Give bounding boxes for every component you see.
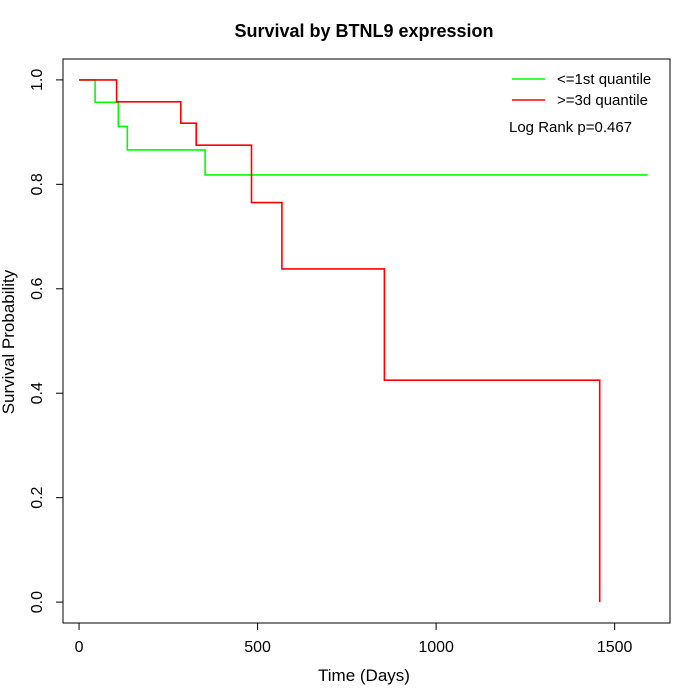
plot-frame: [62, 58, 671, 624]
x-tick-label: 1000: [418, 639, 454, 656]
y-axis: 0.0 0.2 0.4 0.6 0.8 1.0: [29, 69, 64, 613]
survival-curve-high: [79, 79, 601, 603]
x-tick-label: 500: [244, 639, 271, 656]
x-axis-label: Time (Days): [318, 666, 410, 685]
legend-label-high: >=3d quantile: [557, 92, 648, 109]
legend-label-low: <=1st quantile: [557, 71, 651, 88]
y-tick-label: 0.4: [29, 382, 46, 404]
y-tick-label: 0.6: [29, 278, 46, 300]
y-tick-label: 1.0: [29, 69, 46, 91]
chart-title: Survival by BTNL9 expression: [234, 21, 493, 41]
series-layer: [79, 79, 648, 603]
y-tick-label: 0.0: [29, 591, 46, 613]
survival-curve-low: [79, 79, 648, 176]
log-rank-annotation: Log Rank p=0.467: [509, 119, 632, 136]
x-tick-label: 0: [75, 639, 84, 656]
legend: <=1st quantile >=3d quantile: [512, 71, 651, 109]
y-axis-label: Survival Probability: [0, 269, 18, 414]
y-tick-label: 0.2: [29, 486, 46, 508]
x-axis: 0 500 1000 1500: [75, 622, 633, 656]
x-tick-label: 1500: [597, 639, 633, 656]
y-tick-label: 0.8: [29, 173, 46, 195]
